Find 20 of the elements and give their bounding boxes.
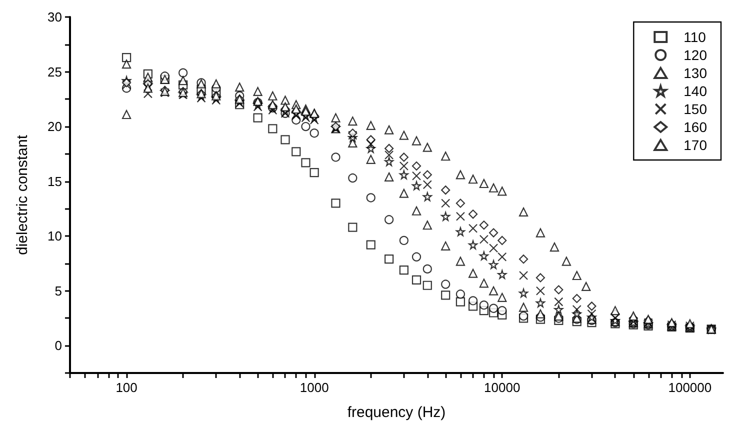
x-tick-label: 100: [116, 380, 138, 395]
x-tick-label: 10000: [484, 380, 520, 395]
y-tick-label: 25: [48, 64, 62, 80]
x-tick-label: 100000: [668, 380, 712, 395]
y-tick-label: 30: [48, 10, 62, 24]
legend-label: 120: [684, 47, 708, 63]
x-axis-title: frequency (Hz): [347, 404, 446, 421]
legend-label: 160: [684, 119, 708, 135]
y-tick-label: 15: [48, 174, 62, 189]
y-tick-label: 10: [48, 228, 62, 244]
y-tick-label: 5: [54, 283, 62, 298]
legend-label: 110: [684, 29, 706, 45]
x-tick-label: 1000: [300, 380, 329, 395]
y-tick-label: 20: [48, 119, 62, 134]
legend-label: 170: [684, 137, 708, 153]
legend-label: 130: [684, 65, 708, 81]
legend-label: 140: [684, 83, 708, 99]
legend-label: 150: [684, 101, 708, 117]
y-tick-label: 0: [54, 338, 62, 354]
y-axis-title: dielectric constant: [14, 134, 31, 256]
